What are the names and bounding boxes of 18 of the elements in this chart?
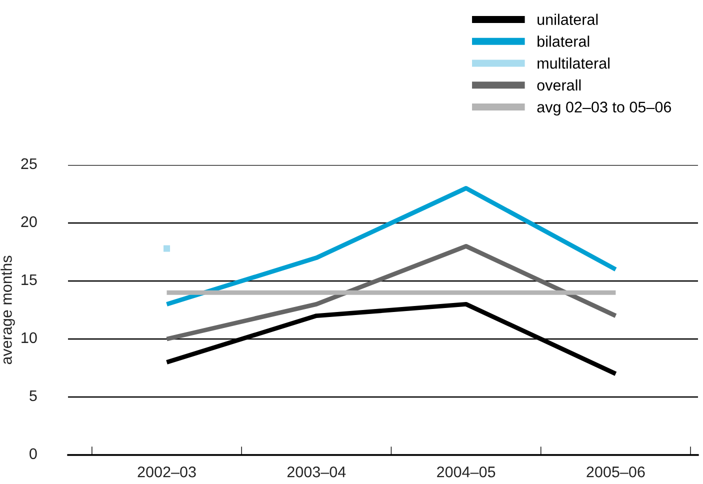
- y-tick-label: 20: [21, 216, 37, 228]
- y-tick-label: 0: [30, 448, 37, 460]
- y-tick-label: 5: [30, 390, 37, 402]
- line-series: [164, 186, 618, 306]
- y-axis-title: average months: [0, 256, 15, 364]
- x-tick-label: 2003–04: [287, 466, 346, 478]
- y-tick-label: 10: [22, 332, 37, 344]
- legend-label: overall: [537, 79, 581, 91]
- x-tick-label: 2005–06: [586, 466, 645, 478]
- legend-label: bilateral: [538, 36, 590, 47]
- x-tick-label: 2002–03: [138, 466, 196, 478]
- line-series: [164, 244, 618, 342]
- y-tick-label: 15: [22, 274, 37, 286]
- x-tick-label: 2004–05: [437, 466, 496, 478]
- legend-label: multilateral: [538, 58, 610, 69]
- legend-label: avg 02–03 to 05–06: [537, 102, 672, 116]
- y-tick-label: 25: [21, 158, 37, 170]
- legend-label: unilateral: [538, 14, 598, 25]
